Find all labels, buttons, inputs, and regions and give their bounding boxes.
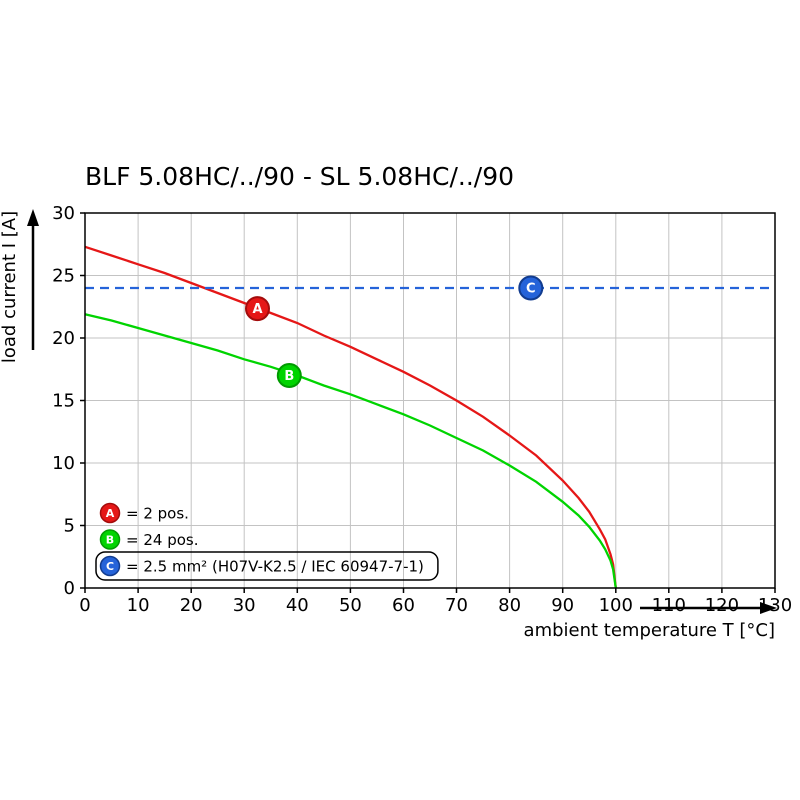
x-tick-label: 60 <box>392 595 415 616</box>
legend-marker-A <box>99 502 121 524</box>
y-tick-label: 30 <box>52 203 75 224</box>
marker-A: A <box>245 296 270 322</box>
x-tick-label: 20 <box>180 595 203 616</box>
legend-label: = 2.5 mm² (H07V-K2.5 / IEC 60947-7-1) <box>126 558 424 576</box>
marker-circle <box>276 363 302 388</box>
x-axis-label: ambient temperature T [°C] <box>524 620 775 641</box>
chart-title: BLF 5.08HC/../90 - SL 5.08HC/../90 <box>85 162 515 191</box>
x-tick-label: 0 <box>79 595 90 616</box>
x-tick-label: 70 <box>445 595 468 616</box>
x-tick-label: 110 <box>652 595 686 616</box>
y-tick-label: 5 <box>64 516 75 537</box>
x-tick-label: 120 <box>705 595 739 616</box>
x-tick-label: 10 <box>127 595 150 616</box>
marker-C: C <box>518 275 544 301</box>
legend-marker-letter: C <box>106 560 114 573</box>
legend-marker-letter: A <box>106 507 115 520</box>
x-axis-arrow-head <box>760 602 777 614</box>
x-tick-label: 50 <box>339 595 362 616</box>
legend-marker-letter: B <box>106 534 114 547</box>
y-tick-label: 20 <box>52 328 75 349</box>
series-A-line <box>84 245 617 589</box>
marker-letter: B <box>284 369 294 384</box>
grid <box>85 213 775 588</box>
y-tick-label: 10 <box>52 453 75 474</box>
legend-marker-B <box>99 529 121 550</box>
y-tick-label: 15 <box>52 391 75 412</box>
legend-label: = 2 pos. <box>126 505 189 523</box>
y-axis-arrow-head <box>27 209 39 226</box>
legend: = 2 pos. A = 24 pos. B = 2.5 mm² (H07V-K2.5 … <box>95 502 439 581</box>
x-tick-label: 40 <box>286 595 309 616</box>
legend-box <box>95 551 439 581</box>
marker-B: B <box>276 363 302 388</box>
y-axis-label: load current I [A] <box>0 211 20 363</box>
y-tick-label: 25 <box>52 266 75 287</box>
series-B-line <box>84 313 617 589</box>
marker-letter: A <box>252 302 262 317</box>
y-tick-label: 0 <box>64 578 75 599</box>
x-tick-label: 80 <box>498 595 521 616</box>
x-tick-label: 100 <box>599 595 633 616</box>
legend-label: = 24 pos. <box>126 531 198 549</box>
marker-letter: C <box>526 282 536 297</box>
marker-circle <box>518 275 544 301</box>
x-tick-label: 90 <box>551 595 574 616</box>
x-tick-label: 30 <box>233 595 256 616</box>
legend-marker-C <box>99 555 121 577</box>
marker-circle <box>245 296 270 322</box>
